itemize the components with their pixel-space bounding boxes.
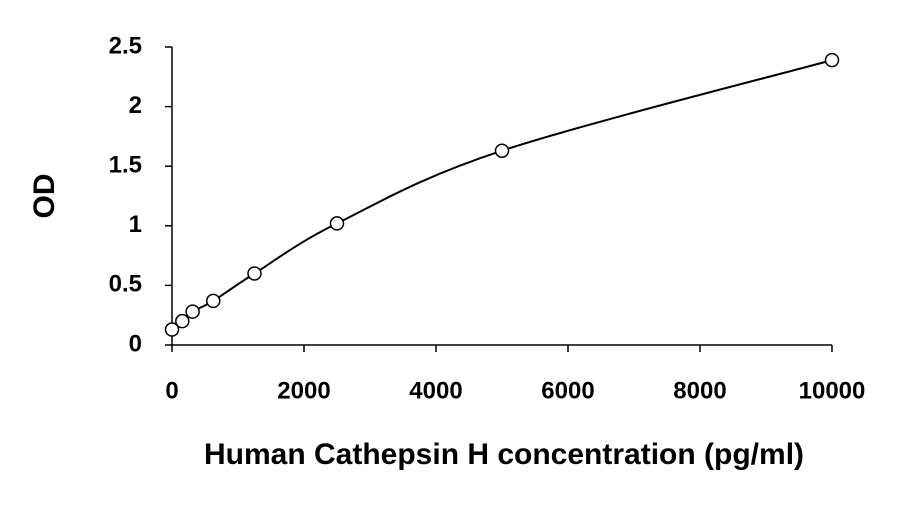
y-tick-label: 0.5	[109, 271, 142, 298]
x-tick-label: 2000	[277, 377, 330, 404]
x-tick-label: 8000	[673, 377, 726, 404]
data-point	[164, 322, 180, 337]
x-tick-label: 6000	[541, 377, 594, 404]
x-tick-label: 0	[165, 377, 178, 404]
y-axis-title: OD	[28, 174, 61, 219]
x-tick-label: 10000	[799, 377, 866, 404]
data-point	[185, 304, 200, 319]
y-tick-label: 1	[129, 211, 142, 238]
data-point	[206, 293, 221, 309]
fit-line	[171, 59, 833, 331]
y-tick-label: 2	[129, 92, 142, 119]
data-point	[824, 52, 840, 68]
x-tick-label: 4000	[409, 377, 462, 404]
data-point	[247, 266, 262, 281]
y-tick-label: 2.5	[109, 32, 142, 59]
data-point	[329, 216, 345, 231]
y-tick-label: 1.5	[109, 152, 142, 179]
data-point	[494, 143, 510, 158]
x-axis-title: Human Cathepsin H concentration (pg/ml)	[204, 438, 804, 471]
data-point	[175, 313, 190, 329]
y-tick-label: 0	[129, 330, 142, 357]
